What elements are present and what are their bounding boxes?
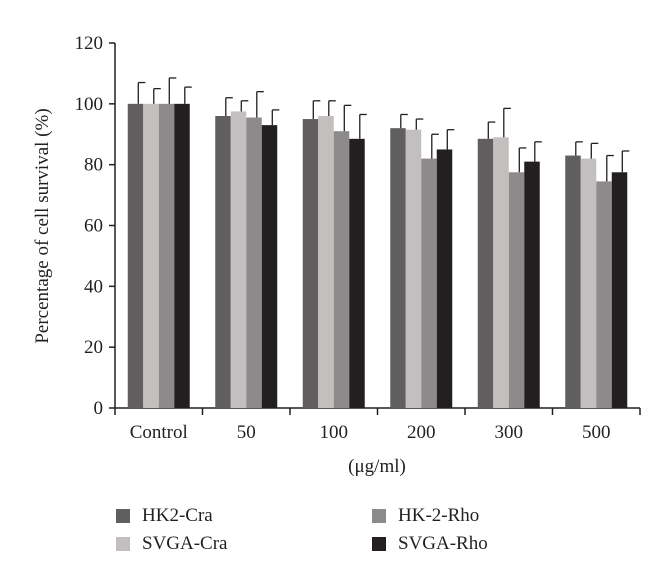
bar <box>390 128 406 408</box>
x-tick-label: 50 <box>237 422 256 443</box>
bar <box>333 131 350 409</box>
x-tick-label: 300 <box>495 422 524 443</box>
y-axis-title: Percentage of cell survival (%) <box>32 108 53 343</box>
bar <box>143 103 159 408</box>
y-tick-label: 40 <box>84 276 103 297</box>
x-tick-label: 100 <box>320 422 349 443</box>
bar <box>508 172 525 408</box>
bar <box>580 158 597 408</box>
bar <box>302 119 319 409</box>
x-axis-title: (μg/ml) <box>348 456 406 477</box>
bar <box>421 158 437 408</box>
bar <box>477 138 494 408</box>
bar <box>215 116 231 408</box>
bar <box>318 116 334 408</box>
bar <box>127 103 144 408</box>
bar <box>565 155 581 408</box>
y-axis: 0 20 40 60 80 100 120 <box>75 33 116 419</box>
bar <box>596 181 612 408</box>
bar <box>493 137 509 408</box>
y-tick-label: 80 <box>84 155 103 176</box>
error-bars-layer <box>137 77 630 182</box>
x-tick-label: 500 <box>582 422 611 443</box>
bar <box>524 161 540 408</box>
y-tick-label: 0 <box>94 398 104 419</box>
bar <box>158 103 175 408</box>
bar <box>611 172 628 408</box>
bar <box>246 117 262 408</box>
bar <box>405 129 422 408</box>
bar <box>436 149 453 409</box>
y-tick-label: 20 <box>84 337 103 358</box>
x-axis: Control 50 100 200 300 500 <box>114 407 641 443</box>
bar <box>261 125 278 408</box>
bar <box>230 111 247 408</box>
bar <box>174 103 190 408</box>
y-tick-label: 120 <box>75 33 104 54</box>
x-tick-label: Control <box>130 422 188 443</box>
x-tick-label: 200 <box>407 422 436 443</box>
y-tick-label: 100 <box>75 94 104 115</box>
bar <box>349 138 365 408</box>
y-tick-label: 60 <box>84 216 103 237</box>
bars-layer <box>127 103 628 409</box>
